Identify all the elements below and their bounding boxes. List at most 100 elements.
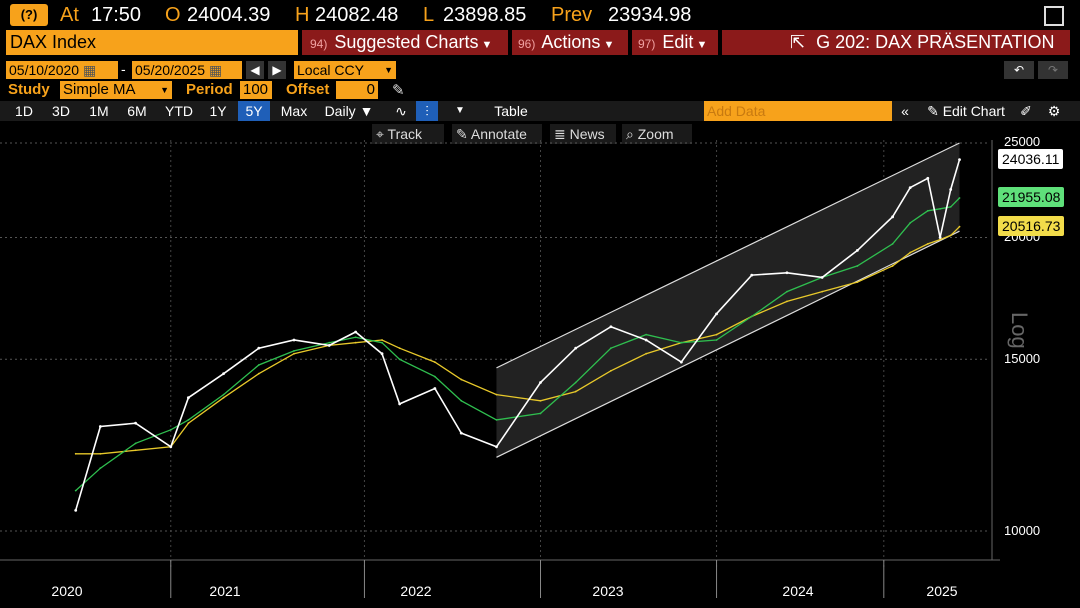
y-tick-label: 15000	[1004, 351, 1041, 366]
data-point-ma-long	[958, 225, 961, 228]
news-icon: ≣	[554, 126, 566, 142]
edit-button[interactable]: 97) Edit ▼	[632, 30, 718, 55]
data-point-ma-short	[169, 428, 172, 431]
data-point-ma-short	[495, 419, 498, 421]
offset-label: Offset	[286, 81, 330, 98]
chevron-down-icon: ▼	[160, 85, 169, 95]
line-chart-icon[interactable]: ∿	[395, 103, 407, 119]
actions-button[interactable]: 96) Actions ▼	[512, 30, 628, 55]
ma-long-tag: 20516.73	[998, 216, 1065, 236]
data-point-ma-long	[786, 300, 788, 303]
data-point-price	[715, 312, 718, 316]
data-point-ma-short	[460, 399, 463, 402]
study-select[interactable]: Simple MA ▼	[60, 81, 172, 99]
security-field[interactable]: DAX Index	[6, 30, 298, 55]
calendar-icon[interactable]: ▦	[82, 62, 97, 78]
start-date-value: 05/10/2020	[9, 62, 80, 78]
data-point-price	[820, 276, 824, 279]
edit-chart-button[interactable]: ✎ Edit Chart	[920, 101, 1012, 121]
calendar-icon[interactable]: ▦	[208, 62, 223, 78]
period-6m-button[interactable]: 6M	[127, 103, 147, 119]
edit-icon[interactable]: ✐	[1020, 103, 1032, 119]
annotate-button[interactable]: ✎ Annotate	[452, 124, 542, 144]
data-point-ma-long	[187, 422, 190, 425]
collapse-icon[interactable]: «	[901, 103, 909, 119]
offset-input[interactable]: 0	[336, 81, 378, 99]
news-button[interactable]: ≣ News	[550, 124, 616, 144]
price-chart[interactable]	[0, 140, 1080, 608]
period-input[interactable]: 100	[240, 81, 272, 99]
data-point-ma-long	[909, 251, 912, 254]
pencil-icon: ✎	[456, 126, 468, 142]
x-tick-label: 2021	[209, 583, 241, 599]
data-point-price	[327, 344, 331, 347]
data-point-price	[926, 176, 930, 180]
data-point-price	[609, 325, 613, 329]
period-toolbar: 1D 3D 1M 6M YTD 1Y 5Y Max Daily ▼ ∿ ⫶ ▼ …	[0, 101, 1080, 121]
data-point-price	[855, 248, 859, 252]
data-point-ma-long	[74, 452, 77, 455]
data-point-ma-long	[257, 372, 260, 375]
period-3d-button[interactable]: 3D	[52, 103, 70, 119]
log-scale-label[interactable]: Log	[1007, 312, 1032, 349]
title-bar: DAX Index 94) Suggested Charts ▼ 96) Act…	[0, 30, 1080, 55]
prev-range-button[interactable]: ◀	[246, 61, 264, 79]
data-point-price	[257, 346, 261, 350]
gear-icon[interactable]: ⚙	[1047, 103, 1061, 119]
period-1m-button[interactable]: 1M	[89, 103, 109, 119]
redo-button[interactable]: ↷	[1038, 61, 1068, 79]
data-point-ma-long	[354, 341, 357, 344]
data-point-price	[644, 338, 648, 342]
zoom-button[interactable]: ⌕ Zoom	[622, 124, 692, 144]
chevron-down-icon: ▼	[359, 103, 374, 119]
x-tick-label: 2020	[51, 583, 83, 599]
export-icon[interactable]	[1044, 6, 1064, 26]
period-max-button[interactable]: Max	[280, 103, 308, 119]
add-data-input[interactable]: Add Data	[704, 101, 892, 121]
end-date-input[interactable]: 05/20/2025 ▦	[132, 61, 242, 79]
data-point-ma-long	[460, 378, 463, 381]
study-row: Study Simple MA ▼ Period 100 Offset 0 ✎	[0, 81, 1080, 99]
data-point-price	[222, 372, 225, 376]
data-point-ma-short	[328, 341, 331, 344]
data-point-price	[495, 445, 498, 449]
channel-upper-line	[496, 142, 960, 369]
period-1d-button[interactable]: 1D	[15, 103, 33, 119]
chart-name-button[interactable]: ⇱ G 202: DAX PRÄSENTATION	[722, 30, 1070, 55]
period-5y-button[interactable]: 5Y	[238, 101, 270, 121]
data-point-ma-long	[610, 369, 612, 372]
launch-icon: ⇱	[790, 32, 806, 52]
open-value: 24004.39	[187, 4, 271, 26]
data-point-price	[958, 158, 961, 162]
suggested-charts-button[interactable]: 94) Suggested Charts ▼	[302, 30, 508, 55]
undo-button[interactable]: ↶	[1004, 61, 1034, 79]
data-point-ma-short	[134, 442, 137, 445]
table-button[interactable]: Table	[494, 103, 528, 119]
data-point-ma-short	[433, 375, 436, 378]
channel-lower-line	[496, 230, 960, 458]
period-1y-button[interactable]: 1Y	[209, 103, 227, 119]
market-status-icon[interactable]: (?)	[10, 4, 48, 26]
data-point-price	[186, 396, 190, 400]
ohlc-chart-icon[interactable]: ⫶	[416, 101, 438, 121]
pencil-icon[interactable]: ✎	[392, 82, 405, 99]
currency-select[interactable]: Local CCY ▼	[294, 61, 396, 79]
data-point-ma-short	[856, 265, 859, 267]
prev-label: Prev	[551, 4, 593, 26]
data-point-ma-short	[715, 339, 718, 341]
high-label: H	[295, 4, 310, 26]
period-ytd-button[interactable]: YTD	[165, 103, 193, 119]
track-button[interactable]: ⌖ Track	[372, 124, 444, 144]
data-point-price	[785, 271, 789, 275]
x-tick-label: 2024	[782, 583, 814, 599]
data-point-ma-long	[926, 242, 929, 245]
start-date-input[interactable]: 05/10/2020 ▦	[6, 61, 118, 79]
data-point-price	[891, 215, 895, 219]
frequency-select[interactable]: Daily ▼	[318, 101, 380, 121]
edit-label: Edit	[662, 32, 694, 52]
next-range-button[interactable]: ▶	[268, 61, 286, 79]
chevron-down-icon: ▼	[384, 65, 393, 75]
data-point-ma-short	[398, 358, 401, 361]
chart-type-chevron-down-icon[interactable]: ▼	[455, 105, 465, 116]
high-value: 24082.48	[315, 4, 399, 26]
